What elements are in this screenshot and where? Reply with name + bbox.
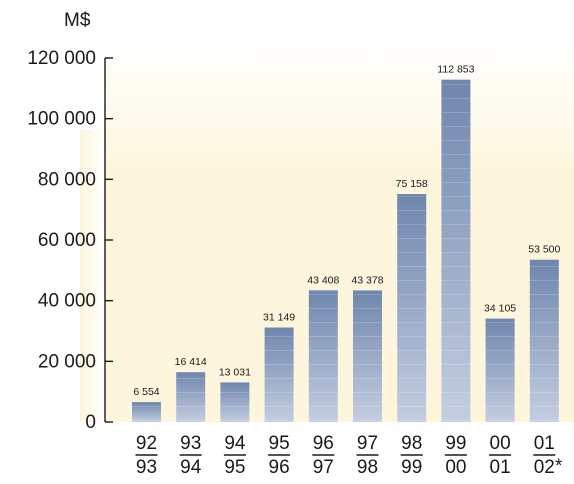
x-tick-label-bottom: 94	[180, 457, 202, 478]
bar-shading	[485, 318, 515, 422]
x-tick-label-top: 92	[136, 433, 157, 454]
bar-shading	[220, 382, 250, 422]
data-label: 43 378	[351, 274, 383, 286]
data-label: 6 554	[133, 386, 159, 398]
data-label: 31 149	[263, 312, 295, 324]
x-tick-label-bottom: 99	[401, 457, 422, 478]
left-panel-fade	[80, 130, 105, 422]
y-tick-label: 120 000	[27, 48, 96, 69]
x-tick-label-bottom: 02	[534, 457, 555, 478]
x-tick-label-top: 01	[534, 433, 555, 454]
x-tick-label-top: 98	[401, 433, 422, 454]
data-label: 53 500	[528, 244, 560, 256]
unit-label: M$	[64, 10, 91, 31]
bar-shading	[264, 327, 294, 422]
x-tick-label-bottom: 95	[224, 457, 245, 478]
x-tick-label-top: 93	[180, 433, 201, 454]
bar-shading	[176, 372, 206, 422]
data-labels: 6 554 16 414 13 031 31 149 43 408 43 378 75 15…	[133, 64, 560, 398]
x-tick-label-top: 94	[224, 433, 246, 454]
x-tick-label-top: 96	[313, 433, 334, 454]
y-tick-label: 0	[85, 412, 96, 433]
data-label: 16 414	[175, 356, 207, 368]
y-axis: 0 20 000 40 000 60 000 80 000 100 000 120 000	[27, 48, 113, 433]
x-tick-label-bottom: 01	[490, 457, 511, 478]
y-tick-label: 40 000	[38, 291, 96, 312]
x-tick-label-bottom: 97	[313, 457, 334, 478]
bar-shading	[308, 290, 338, 422]
y-tick-label: 100 000	[27, 109, 96, 130]
y-tick-label: 60 000	[38, 230, 96, 251]
x-tick-label-bottom: 98	[357, 457, 378, 478]
bar-shading	[397, 194, 427, 422]
bar-shading	[353, 290, 382, 422]
data-label: 13 031	[219, 366, 251, 378]
x-tick-label-top: 00	[490, 433, 511, 454]
x-tick-label-top: 97	[357, 433, 378, 454]
bars	[132, 79, 559, 422]
bar-shading	[441, 79, 471, 422]
x-tick-label-bottom: 00	[445, 457, 466, 478]
data-label: 112 853	[437, 64, 474, 76]
x-tick-label-top: 99	[445, 433, 466, 454]
y-tick-label: 80 000	[38, 169, 96, 190]
footnote-marker: *	[555, 456, 563, 477]
bar-shading	[132, 402, 161, 422]
data-label: 34 105	[484, 303, 516, 315]
y-tick-label: 20 000	[38, 351, 96, 372]
data-label: 43 408	[307, 274, 339, 286]
x-tick-label-bottom: 93	[136, 457, 157, 478]
x-tick-label-bottom: 96	[269, 457, 290, 478]
bar-shading	[529, 259, 559, 422]
data-label: 75 158	[396, 178, 428, 190]
x-tick-label-top: 95	[269, 433, 290, 454]
